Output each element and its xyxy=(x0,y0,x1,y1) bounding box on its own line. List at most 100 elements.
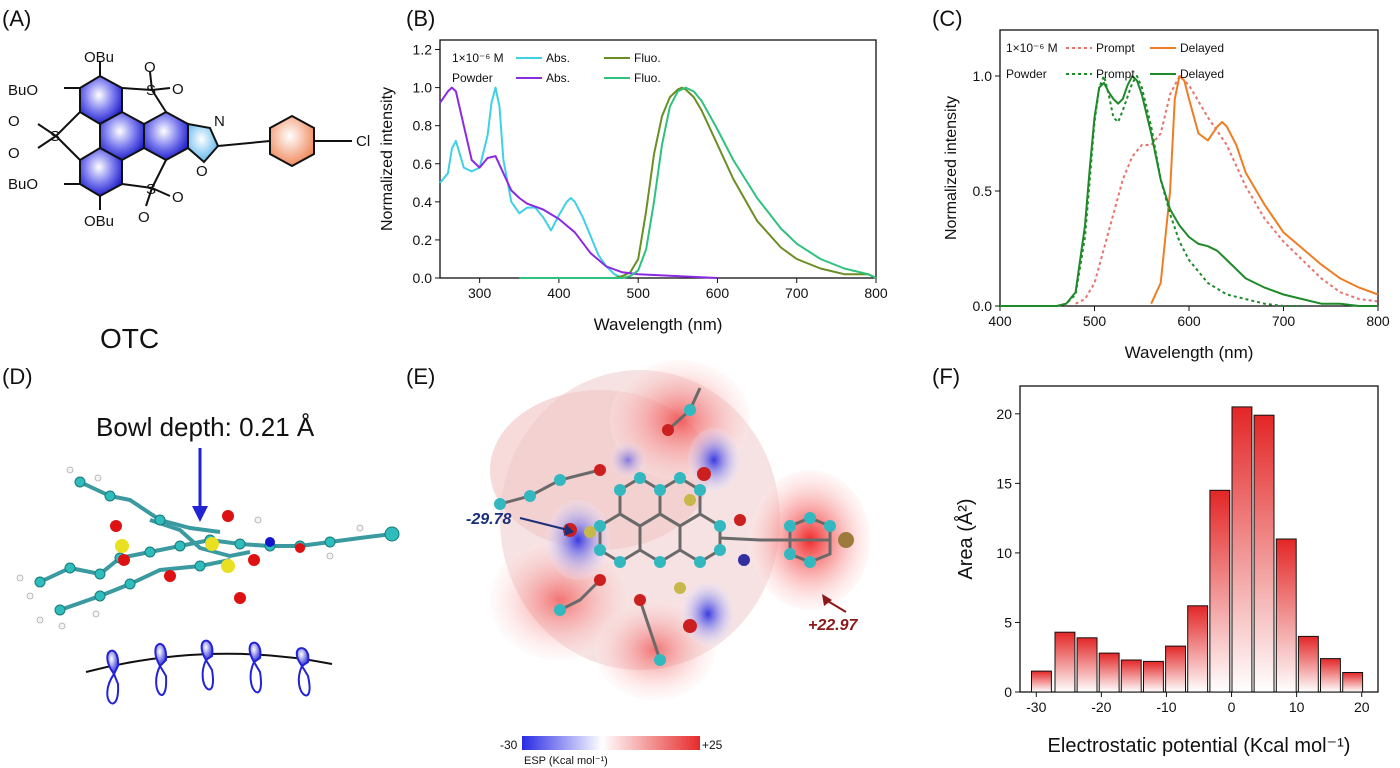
bowl-depth-arrowhead xyxy=(192,506,208,522)
series-line-1 xyxy=(1150,75,1379,305)
legend-entry-label: Delayed xyxy=(1180,67,1224,81)
histogram-bar-8 xyxy=(1209,489,1231,693)
histogram-bar-4 xyxy=(1120,659,1142,693)
series-line-3 xyxy=(1000,75,1378,307)
panel-a-structure: OBu BuO BuO OBu S S S O O O O O O N O Cl… xyxy=(8,49,370,354)
x-tick-label: 800 xyxy=(864,285,888,301)
x-tick-label: -20 xyxy=(1091,699,1111,715)
x-tick-label: 400 xyxy=(988,313,1012,329)
y-tick-label: 0.4 xyxy=(413,194,433,210)
x-tick-label: 10 xyxy=(1289,699,1305,715)
x-tick-label: -30 xyxy=(1026,699,1046,715)
histogram-bar-1 xyxy=(1054,631,1076,693)
compound-name: OTC xyxy=(100,323,159,354)
y-tick-label: 10 xyxy=(996,545,1012,561)
histogram-bar-2 xyxy=(1076,637,1098,693)
legend-group-label: 1×10⁻⁶ M xyxy=(1006,41,1058,55)
esp-max-label: +22.97 xyxy=(808,617,858,634)
histogram-bar-11 xyxy=(1275,538,1297,693)
histogram-bar-9 xyxy=(1231,406,1253,693)
series-line-2 xyxy=(439,86,718,279)
y-tick-label: 1.0 xyxy=(973,68,993,84)
legend-entry-label: Delayed xyxy=(1180,41,1224,55)
y-axis-label: Area (Å²) xyxy=(954,498,977,579)
esp-scale-unit: ESP (Kcal mol⁻¹) xyxy=(524,755,608,767)
series-line-2 xyxy=(1056,75,1303,307)
legend-entry-label: Fluo. xyxy=(634,71,661,85)
legend-entry-label: Prompt xyxy=(1096,67,1135,81)
atom-label-o3: O xyxy=(8,113,20,130)
panel-label-e: (E) xyxy=(406,364,435,389)
x-tick-label: 0 xyxy=(1228,699,1236,715)
series-line-0 xyxy=(1075,75,1379,305)
y-tick-label: 5 xyxy=(1004,614,1012,630)
molecule-structure-drawing xyxy=(37,62,352,210)
x-tick-label: 500 xyxy=(627,285,651,301)
atom-label-n: N xyxy=(214,113,225,130)
histogram-bar-7 xyxy=(1187,605,1209,693)
esp-min-label: -29.78 xyxy=(466,511,511,528)
x-tick-label: 700 xyxy=(1272,313,1296,329)
x-tick-label: 300 xyxy=(468,285,492,301)
x-tick-label: 600 xyxy=(706,285,730,301)
panel-label-a: (A) xyxy=(2,6,31,31)
bowl-molecule-model xyxy=(16,466,400,630)
panel-d-bowl: Bowl depth: 0.21 Å xyxy=(16,412,400,705)
y-tick-label: 0.6 xyxy=(413,156,433,172)
atom-label-cl: Cl xyxy=(356,133,370,150)
histogram-bar-3 xyxy=(1098,652,1120,693)
x-axis-label: Wavelength (nm) xyxy=(1125,343,1254,362)
histogram-bar-5 xyxy=(1143,660,1164,693)
atom-label-o2: O xyxy=(172,81,184,98)
y-tick-label: 0.8 xyxy=(413,118,433,134)
y-tick-label: 1.2 xyxy=(413,42,433,58)
legend-group-label: Powder xyxy=(452,71,493,85)
atom-label-o4: O xyxy=(8,145,20,162)
histogram-bar-10 xyxy=(1253,414,1275,693)
series-line-3 xyxy=(519,86,877,279)
y-tick-label: 0.5 xyxy=(973,183,993,199)
legend-group-label: Powder xyxy=(1006,67,1047,81)
legend-entry-label: Fluo. xyxy=(634,51,661,65)
series-line-0 xyxy=(439,86,623,279)
y-tick-label: 0 xyxy=(1004,684,1012,700)
series-line-1 xyxy=(614,86,877,279)
esp-min-arrow xyxy=(519,517,569,531)
histogram-bar-0 xyxy=(1031,670,1052,693)
x-tick-label: 500 xyxy=(1083,313,1107,329)
legend-entry-label: Abs. xyxy=(546,51,570,65)
atom-label-o5: O xyxy=(138,209,150,226)
panel-label-c: (C) xyxy=(932,6,963,31)
panel-label-b: (B) xyxy=(406,6,435,31)
atom-label-obu-top: OBu xyxy=(84,49,114,66)
legend-entry-label: Abs. xyxy=(546,71,570,85)
atom-label-buo-bottom: BuO xyxy=(8,176,38,193)
y-tick-label: 1.0 xyxy=(413,80,433,96)
atom-label-s3: S xyxy=(146,181,156,198)
chart-c-prompt-delayed: 400 500 600 700 800 0.0 0.5 1.0 Wavelength (nm) N… xyxy=(943,29,1390,362)
esp-surface xyxy=(490,360,870,700)
panel-e-esp-map: -29.78 +22.97 -30 +25 ESP (Kcal mol⁻¹) xyxy=(466,360,870,767)
x-axis-label: Electrostatic potential (Kcal mol⁻¹) xyxy=(1048,735,1351,757)
y-tick-label: 0.0 xyxy=(413,270,433,286)
histogram-bar-6 xyxy=(1165,645,1186,693)
esp-max-arrowhead xyxy=(822,594,832,606)
legend-group-label: 1×10⁻⁶ M xyxy=(452,51,504,65)
esp-min-arrowhead xyxy=(564,524,574,536)
x-tick-label: 400 xyxy=(547,285,571,301)
y-axis-label: Normalized intensity xyxy=(943,96,960,240)
x-tick-label: 800 xyxy=(1366,313,1390,329)
esp-scale-max: +25 xyxy=(702,738,723,752)
x-tick-label: 600 xyxy=(1177,313,1201,329)
histogram-bar-12 xyxy=(1297,635,1319,693)
panel-label-d: (D) xyxy=(2,364,33,389)
histogram-bar-14 xyxy=(1342,672,1364,693)
chart-b-absorption-fluorescence: 300 400 500 600 700 800 0.0 0.2 0.4 0.6 0.8 1.0 1.2 W… xyxy=(379,39,888,334)
atom-label-o6: O xyxy=(172,189,184,206)
y-tick-label: 15 xyxy=(996,475,1012,491)
y-tick-label: 0.0 xyxy=(973,298,993,314)
esp-color-scale xyxy=(522,736,700,750)
atom-label-obu-bottom: OBu xyxy=(84,213,114,230)
chart-f-esp-histogram: -30 -20 -10 0 10 20 0 5 10 15 20 Electrostatic pote… xyxy=(954,385,1379,757)
y-axis-label: Normalized intensity xyxy=(379,87,396,231)
